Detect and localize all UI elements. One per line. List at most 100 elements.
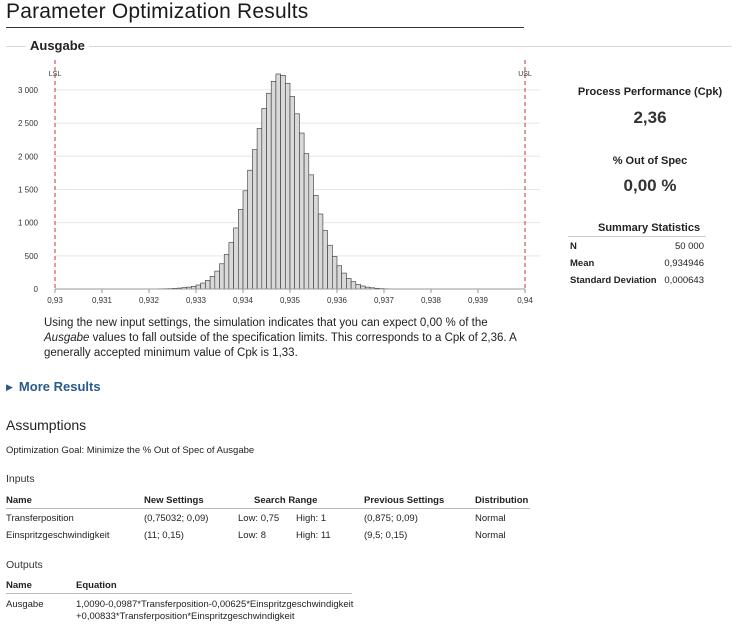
- histogram-bar: [303, 153, 310, 290]
- histogram-bar: [275, 73, 281, 290]
- inputs-header-rule: [6, 508, 530, 509]
- histogram-bar: [341, 272, 347, 290]
- x-tick-label: 0,932: [139, 296, 160, 305]
- histogram-bar: [355, 284, 361, 290]
- histogram-bars: [129, 73, 441, 290]
- histogram-bar: [280, 75, 286, 290]
- input-range-low: Low: 0,75: [238, 513, 280, 524]
- page-title: Parameter Optimization Results: [6, 0, 309, 23]
- histogram-bar: [200, 282, 206, 290]
- histogram-bar: [299, 132, 305, 290]
- x-tick-label: 0,937: [374, 296, 395, 305]
- histogram-bar: [284, 82, 291, 290]
- histogram-bar: [205, 280, 211, 290]
- input-prev-setting: (9,5; 0,15): [364, 530, 408, 541]
- x-tick-label: 0,936: [327, 296, 348, 305]
- histogram-bar: [209, 276, 216, 290]
- y-tick-label: 3 000: [18, 86, 39, 95]
- y-tick-label: 1 500: [18, 185, 39, 194]
- optimization-goal: Optimization Goal: Minimize the % Out of…: [6, 445, 255, 456]
- out-of-spec-value: 0,00 %: [623, 176, 677, 195]
- outputs-header-equation: Equation: [76, 580, 117, 591]
- input-distribution: Normal: [475, 513, 506, 524]
- summary-value: 50 000: [674, 241, 704, 252]
- inputs-header-range: Search Range: [254, 495, 318, 506]
- histogram-bar: [270, 80, 277, 290]
- histogram-bar: [247, 169, 253, 290]
- input-name: Einspritzgeschwindigkeit: [6, 530, 110, 541]
- summary-label: Standard Deviation: [570, 275, 657, 286]
- histogram-bar: [317, 213, 324, 290]
- histogram-bar: [313, 195, 319, 290]
- out-of-spec-label: % Out of Spec: [612, 155, 688, 167]
- input-new-setting: (0,75032; 0,09): [144, 513, 209, 524]
- description-text-1: Using the new input settings, the simula…: [44, 317, 488, 329]
- histogram-bar: [228, 242, 234, 290]
- spec-limits: LSL USL: [49, 60, 532, 289]
- y-tick-label: 2 500: [18, 119, 39, 128]
- chart-axes: 0 500 1 000 1 500 2 000 2 500 3 000 0,93 0,931 0,…: [18, 86, 533, 305]
- histogram-bar: [219, 263, 225, 290]
- x-tick-label: 0,93: [47, 296, 63, 305]
- input-distribution: Normal: [475, 530, 506, 541]
- histogram-bar: [266, 92, 272, 290]
- usl-label: USL: [518, 71, 532, 78]
- section-title: Ausgabe: [26, 38, 89, 53]
- output-equation-line2: +0,00833*Transferposition*Einspritzgesch…: [76, 611, 295, 622]
- input-name: Transferposition: [6, 513, 74, 524]
- title-divider: [6, 27, 524, 28]
- summary-divider: [568, 236, 706, 237]
- input-prev-setting: (0,875; 0,09): [364, 513, 418, 524]
- histogram-bar: [350, 281, 357, 290]
- section-divider: [6, 46, 732, 47]
- input-range-high: High: 1: [296, 513, 327, 524]
- histogram-bar: [223, 254, 230, 290]
- inputs-header-new: New Settings: [144, 495, 204, 506]
- input-range-high: High: 11: [296, 530, 331, 541]
- x-tick-label: 0,935: [280, 296, 301, 305]
- lsl-label: LSL: [49, 71, 62, 78]
- more-results-toggle[interactable]: ▶ More Results: [6, 379, 101, 394]
- description-italic: Ausgabe: [44, 332, 90, 344]
- histogram-bar: [261, 108, 267, 290]
- result-description: Using the new input settings, the simula…: [44, 316, 524, 361]
- histogram-bar: [294, 113, 300, 290]
- x-tick-label: 0,931: [92, 296, 113, 305]
- y-tick-label: 1 000: [18, 219, 39, 228]
- description-text-2: values to fall outside of the specificat…: [44, 332, 517, 359]
- inputs-header-prev: Previous Settings: [364, 495, 445, 506]
- histogram-bar: [322, 230, 328, 290]
- summary-label: Mean: [570, 258, 595, 269]
- summary-label: N: [570, 241, 577, 252]
- inputs-header-dist: Distribution: [475, 495, 529, 506]
- inputs-title: Inputs: [6, 473, 35, 485]
- histogram-bar: [195, 284, 201, 290]
- y-tick-label: 500: [25, 252, 39, 261]
- cpk-label: Process Performance (Cpk): [577, 86, 723, 98]
- inputs-header-name: Name: [6, 495, 32, 506]
- summary-value: 0,934946: [664, 258, 704, 269]
- input-new-setting: (11; 0,15): [144, 530, 184, 541]
- y-tick-label: 0: [34, 285, 39, 294]
- x-tick-label: 0,939: [468, 296, 489, 305]
- output-equation-line1: 1,0090-0,0987*Transferposition-0,00625*E…: [76, 599, 354, 610]
- histogram-bar: [214, 270, 220, 290]
- histogram-bar: [289, 96, 295, 290]
- histogram-bar: [331, 256, 338, 290]
- input-range-low: Low: 8: [238, 530, 266, 541]
- summary-title: Summary Statistics: [598, 222, 701, 234]
- histogram-bar: [233, 227, 239, 290]
- x-tick-label: 0,933: [186, 296, 207, 305]
- histogram-bar: [336, 265, 342, 290]
- output-name: Ausgabe: [6, 599, 44, 610]
- outputs-title: Outputs: [6, 559, 43, 571]
- histogram-bar: [327, 244, 333, 290]
- histogram-bar: [346, 278, 352, 290]
- more-results-label: More Results: [18, 379, 101, 394]
- y-tick-label: 2 000: [18, 152, 39, 161]
- histogram-bar: [308, 174, 314, 290]
- histogram-bar: [256, 128, 263, 290]
- histogram-bar: [238, 209, 244, 290]
- outputs-header-rule: [6, 593, 352, 594]
- histogram-bar: [242, 190, 248, 290]
